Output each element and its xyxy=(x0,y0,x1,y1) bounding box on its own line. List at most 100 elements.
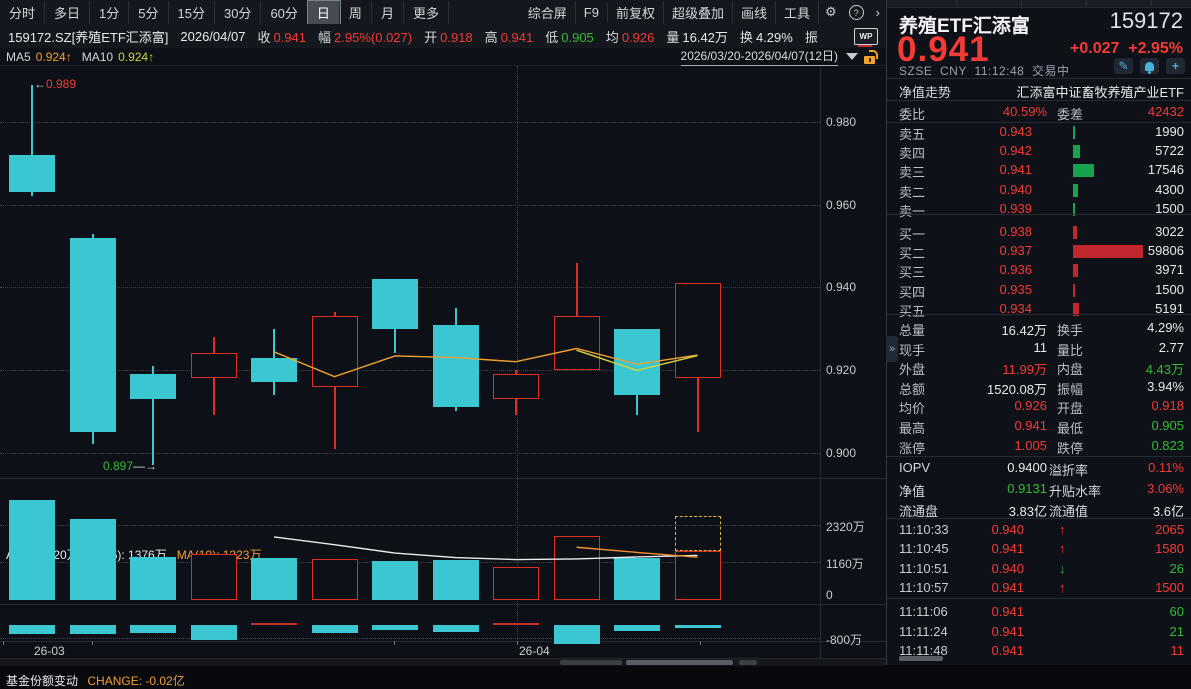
candle-wick xyxy=(152,365,154,466)
help-icon[interactable]: ? xyxy=(843,4,870,21)
period-tab-5分[interactable]: 5分 xyxy=(129,0,169,24)
orderbook-row-买一[interactable]: 买一 0.938 3022 xyxy=(899,224,1184,242)
share-bar xyxy=(130,625,176,634)
quote-field-量: 量 16.42万 xyxy=(666,29,728,45)
period-tab-分时[interactable]: 分时 xyxy=(0,0,46,24)
tool-button-F9[interactable]: F9 xyxy=(576,2,608,22)
share-bar xyxy=(432,625,479,633)
orderbook-row-卖二[interactable]: 卖二 0.940 4300 xyxy=(899,181,1184,200)
orderbook-row-卖一[interactable]: 卖一 0.939 1500 xyxy=(899,200,1184,219)
period-tab-更多[interactable]: 更多 xyxy=(404,0,449,24)
tick-row[interactable]: 11:11:48 0.941 11 xyxy=(899,642,1184,658)
candle-body xyxy=(614,328,660,395)
candle-body xyxy=(130,374,176,399)
chart-scrollbar[interactable] xyxy=(0,658,886,666)
ma-bar: MA5 0.924↑ MA10 0.924↑ 2026/03/20-2026/0… xyxy=(0,48,886,66)
tick-row[interactable]: 11:10:51 0.940 ↓ 26 xyxy=(899,560,1184,576)
period-tab-多日[interactable]: 多日 xyxy=(45,0,91,24)
tick-row[interactable]: 11:10:57 0.941 ↑ 1500 xyxy=(899,579,1184,595)
volume-bar xyxy=(190,553,237,600)
bell-icon[interactable] xyxy=(1140,58,1159,74)
tool-button-画线[interactable]: 画线 xyxy=(733,0,776,24)
tick-row[interactable]: 11:11:06 0.941 60 xyxy=(899,604,1184,620)
candle-body xyxy=(674,283,721,379)
price-axis-tick: 0.940 xyxy=(826,280,857,295)
price-chart[interactable]: 0.9800.9600.9400.9200.900←0.9890.897—→AM… xyxy=(0,66,886,688)
symbol-label: 159172.SZ[养殖ETF汇添富] xyxy=(8,29,169,45)
candle-wick xyxy=(31,84,33,197)
price-gridline xyxy=(0,452,820,454)
quote-date: 2026/04/07 xyxy=(180,28,246,44)
gear-icon[interactable]: ⚙ xyxy=(825,4,837,19)
quote-field-幅: 幅 2.95%(0.027) xyxy=(318,29,413,45)
period-tab-15分[interactable]: 15分 xyxy=(169,0,215,24)
orderbook-row-买四[interactable]: 买四 0.935 1500 xyxy=(899,281,1184,300)
price-gridline xyxy=(0,204,820,206)
date-range-selector[interactable]: 2026/03/20-2026/04/07(12日) xyxy=(680,47,838,66)
weibi-row: 委比 40.59% 委差 42432 xyxy=(899,104,1184,122)
x-axis-label: 26-04 xyxy=(519,644,550,658)
volume-axis-tick: 2320万 xyxy=(826,519,865,534)
share-bar xyxy=(553,625,600,644)
candle-body xyxy=(190,353,237,379)
period-tab-周[interactable]: 周 xyxy=(340,0,372,24)
period-tab-30分[interactable]: 30分 xyxy=(215,0,262,24)
price-axis-tick: 0.960 xyxy=(826,197,857,212)
share-bar xyxy=(251,622,297,625)
quote-panel: 养殖ETF汇添富 159172 0.941 +0.027 +2.95% SZSE… xyxy=(886,0,1191,665)
scrollbar-thumb[interactable] xyxy=(626,660,733,665)
market-status: SZSE CNY 11:12:48 交易中 xyxy=(899,64,1070,78)
quote-field-开: 开 0.918 xyxy=(424,29,473,45)
orderbook-row-买二[interactable]: 买二 0.937 59806 xyxy=(899,243,1184,262)
period-tab-月[interactable]: 月 xyxy=(372,0,404,24)
chevron-right-icon[interactable]: › xyxy=(875,4,880,20)
period-toolbar: 分时 多日 1分 5分 15分 30分 60分日周月更多 综合屏 F9 前复权 超级叠加 画线 工具 ⚙?… xyxy=(0,0,886,25)
tool-button-前复权[interactable]: 前复权 xyxy=(608,0,664,24)
price-axis-tick: 0.980 xyxy=(826,115,857,129)
quote-field-振: 振 xyxy=(804,29,818,45)
share-panel-header: 基金份额变动 CHANGE: -0.02亿 xyxy=(6,674,185,688)
volume-bar xyxy=(9,499,55,600)
volume-bar xyxy=(614,557,660,600)
ticklist-scrollbar[interactable] xyxy=(899,656,943,661)
wp-monitor-icon[interactable]: WP xyxy=(854,27,878,47)
volume-bar xyxy=(674,550,721,600)
add-icon[interactable]: + xyxy=(1166,58,1185,74)
chevron-down-icon[interactable] xyxy=(846,53,858,60)
share-bar xyxy=(493,622,539,625)
volume-bar xyxy=(432,559,479,600)
tick-row[interactable]: 11:10:45 0.941 ↑ 1580 xyxy=(899,541,1184,557)
orderbook-row-卖三[interactable]: 卖三 0.941 17546 xyxy=(899,162,1184,181)
panel-tab-strip[interactable] xyxy=(887,0,1191,8)
candle-body xyxy=(432,324,479,408)
high-annotation: ←0.989 xyxy=(34,76,77,91)
edit-icon[interactable]: ✎ xyxy=(1114,58,1133,74)
orderbook-row-卖四[interactable]: 卖四 0.942 5722 xyxy=(899,143,1184,162)
tool-button-综合屏[interactable]: 综合屏 xyxy=(520,0,576,24)
stat-row: 外盘 11.99万 内盘 4.43万 xyxy=(899,362,1184,378)
low-annotation: 0.897—→ xyxy=(103,459,158,474)
tick-row[interactable]: 11:10:33 0.940 ↑ 2065 xyxy=(899,522,1184,537)
unlock-icon[interactable] xyxy=(864,49,878,64)
tick-row[interactable]: 11:11:24 0.941 21 xyxy=(899,623,1184,639)
candle-body xyxy=(69,237,116,432)
tool-button-工具[interactable]: 工具 xyxy=(776,0,819,24)
tool-button-超级叠加[interactable]: 超级叠加 xyxy=(664,0,733,24)
period-tab-日[interactable]: 日 xyxy=(306,0,341,25)
nav-row[interactable]: 净值走势 汇添富中证畜牧养殖产业ETF xyxy=(899,85,1184,100)
orderbook-row-买三[interactable]: 买三 0.936 3971 xyxy=(899,262,1184,281)
candle-body xyxy=(251,357,297,383)
x-axis-label: 26-03 xyxy=(34,644,65,658)
orderbook-row-买五[interactable]: 买五 0.934 5191 xyxy=(899,300,1184,319)
stat-row: 均价 0.926 开盘 0.918 xyxy=(899,398,1184,417)
candle-body xyxy=(372,279,418,329)
orderbook-row-卖五[interactable]: 卖五 0.943 1990 xyxy=(899,124,1184,142)
volume-bar xyxy=(69,519,116,600)
ma5-value: 0.924↑ xyxy=(35,49,72,64)
collapse-panel-handle[interactable]: » xyxy=(886,336,898,362)
period-tab-60分[interactable]: 60分 xyxy=(261,0,308,24)
period-tab-1分[interactable]: 1分 xyxy=(90,0,130,24)
stat-row: 涨停 1.005 跌停 0.823 xyxy=(899,437,1184,456)
security-name: 养殖ETF汇添富 xyxy=(899,16,1030,37)
